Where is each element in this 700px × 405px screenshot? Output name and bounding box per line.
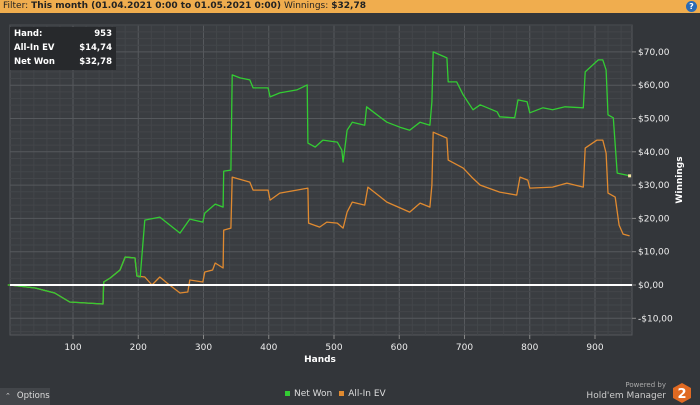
y-tick-label: $0,00 bbox=[638, 281, 664, 291]
info-label: Hand: bbox=[14, 29, 43, 39]
x-tick-label: 700 bbox=[456, 343, 473, 353]
x-tick-label: 800 bbox=[521, 343, 538, 353]
help-icon[interactable]: ? bbox=[686, 1, 697, 12]
x-tick-label: 200 bbox=[130, 343, 147, 353]
x-tick-label: 400 bbox=[260, 343, 277, 353]
y-axis-title: Winnings bbox=[675, 156, 685, 204]
x-axis-title: Hands bbox=[304, 355, 336, 365]
winnings-value: $32,78 bbox=[331, 1, 366, 11]
product-name: Hold'em Manager bbox=[586, 391, 666, 401]
hem2-logo-icon: 2 bbox=[673, 383, 691, 403]
legend-swatch bbox=[339, 391, 345, 396]
powered-by: Powered by bbox=[625, 381, 666, 389]
legend-item-net-won[interactable]: Net Won bbox=[285, 389, 332, 399]
y-tick-label: $20,00 bbox=[638, 214, 670, 224]
filter-bar[interactable]: Filter: This month (01.04.2021 0:00 to 01… bbox=[0, 0, 700, 13]
end-point-marker bbox=[628, 174, 632, 178]
info-row-net-won: Net Won $32,78 bbox=[10, 55, 116, 69]
filter-value: This month (01.04.2021 0:00 to 01.05.202… bbox=[31, 1, 281, 11]
x-tick-label: 900 bbox=[586, 343, 603, 353]
y-tick-label: $60,00 bbox=[638, 81, 670, 91]
legend-item-allin-ev[interactable]: All-In EV bbox=[339, 389, 386, 399]
legend-label: All-In EV bbox=[348, 389, 386, 399]
options-button[interactable]: ⌃ Options bbox=[0, 388, 50, 405]
svg-text:2: 2 bbox=[677, 387, 686, 402]
info-value: $32,78 bbox=[79, 57, 112, 67]
series-line-all-in-ev bbox=[7, 131, 630, 305]
y-tick-label: -$10,00 bbox=[638, 314, 673, 324]
y-tick-label: $70,00 bbox=[638, 48, 670, 58]
y-tick-label: $30,00 bbox=[638, 181, 670, 191]
info-value: 953 bbox=[94, 29, 112, 39]
info-row-hand: Hand: 953 bbox=[10, 27, 116, 41]
options-label: Options bbox=[16, 391, 50, 401]
y-tick-label: $10,00 bbox=[638, 248, 670, 258]
info-row-allin-ev: All-In EV $14,74 bbox=[10, 41, 116, 55]
x-tick-label: 300 bbox=[195, 343, 212, 353]
legend-swatch bbox=[285, 391, 290, 396]
info-value: $14,74 bbox=[79, 43, 112, 53]
hover-info-box: Hand: 953 All-In EV $14,74 Net Won $32,78 bbox=[10, 27, 116, 70]
y-tick-label: $50,00 bbox=[638, 115, 670, 125]
legend-label: Net Won bbox=[294, 389, 333, 399]
x-tick-label: 500 bbox=[325, 343, 342, 353]
info-label: Net Won bbox=[14, 57, 55, 67]
x-tick-label: 100 bbox=[64, 343, 81, 353]
series-line-net-won bbox=[7, 51, 630, 305]
x-tick-label: 600 bbox=[391, 343, 408, 353]
legend: Net Won All-In EV bbox=[285, 389, 386, 399]
chevron-up-icon: ⌃ bbox=[5, 392, 11, 400]
filter-label: Filter: bbox=[3, 1, 29, 11]
info-label: All-In EV bbox=[14, 43, 55, 53]
y-tick-label: $40,00 bbox=[638, 148, 670, 158]
winnings-label: Winnings: bbox=[284, 1, 329, 11]
